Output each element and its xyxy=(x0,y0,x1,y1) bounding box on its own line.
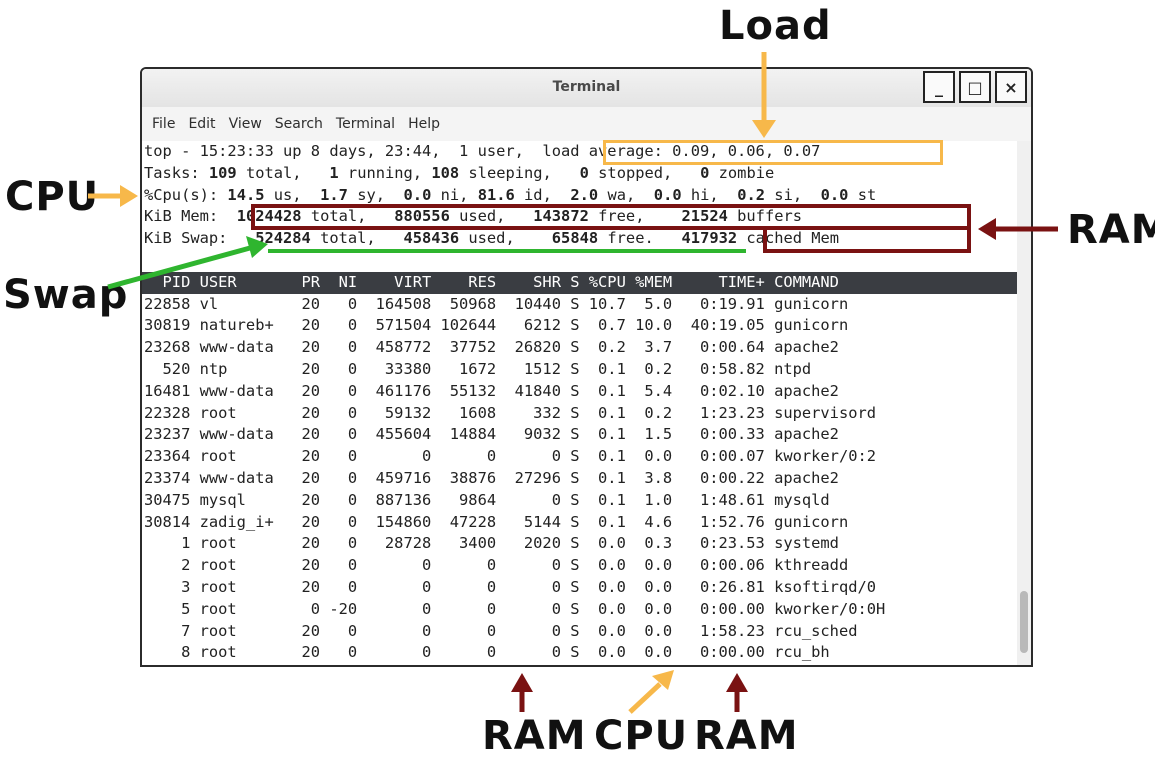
process-row: 22858 vl 20 0 164508 50968 10440 S 10.7 … xyxy=(144,294,886,313)
process-table-header: PID USER PR NI VIRT RES SHR S %CPU %MEM … xyxy=(142,271,1017,294)
process-row: 23374 www-data 20 0 459716 38876 27296 S… xyxy=(144,468,886,487)
mem-highlight xyxy=(251,204,971,230)
menu-bar: File Edit View Search Terminal Help xyxy=(142,107,1031,141)
process-row: 5 root 0 -20 0 0 0 S 0.0 0.0 0:00.00 kwo… xyxy=(144,599,886,618)
menu-help[interactable]: Help xyxy=(408,116,440,132)
window-title: Terminal xyxy=(552,79,621,95)
annotation-ram-bottom-2: RAM xyxy=(694,713,799,759)
annotation-ram-bottom-1: RAM xyxy=(482,713,587,759)
annotation-swap: Swap xyxy=(3,272,129,318)
menu-search[interactable]: Search xyxy=(274,116,323,132)
menu-edit[interactable]: Edit xyxy=(188,116,216,132)
tasks-line: Tasks: 109 total, 1 running, 108 sleepin… xyxy=(144,163,775,182)
process-row: 23364 root 20 0 0 0 0 S 0.1 0.0 0:00.07 … xyxy=(144,447,886,466)
annotation-cpu-bottom: CPU xyxy=(594,713,689,759)
maximize-button[interactable]: □ xyxy=(959,71,991,103)
top-uptime-line: top - 15:23:33 up 8 days, 23:44, 1 user,… xyxy=(144,142,821,160)
process-row: 30475 mysql 20 0 887136 9864 0 S 0.1 1.0… xyxy=(144,490,886,509)
process-row: 3 root 20 0 0 0 0 S 0.0 0.0 0:26.81 ksof… xyxy=(144,577,886,596)
annotation-load: Load xyxy=(719,3,832,49)
close-button[interactable]: × xyxy=(995,71,1027,103)
process-row: 23237 www-data 20 0 455604 14884 9032 S … xyxy=(144,425,886,444)
menu-file[interactable]: File xyxy=(152,116,176,132)
process-row: 7 root 20 0 0 0 0 S 0.0 0.0 1:58.23 rcu_… xyxy=(144,621,886,640)
annotation-ram-right: RAM xyxy=(1067,207,1155,253)
process-row: 30819 natureb+ 20 0 571504 102644 6212 S… xyxy=(144,316,886,335)
mem-cached-highlight xyxy=(763,226,971,253)
process-row: 8 root 20 0 0 0 0 S 0.0 0.0 0:00.00 rcu_… xyxy=(144,643,886,662)
swap-line: KiB Swap: 524284 total, 458436 used, 658… xyxy=(144,229,840,248)
process-row: 23268 www-data 20 0 458772 37752 26820 S… xyxy=(144,338,886,357)
process-row: 520 ntp 20 0 33380 1672 1512 S 0.1 0.2 0… xyxy=(144,359,886,378)
process-row: 16481 www-data 20 0 461176 55132 41840 S… xyxy=(144,381,886,400)
process-row: 30814 zadig_i+ 20 0 154860 47228 5144 S … xyxy=(144,512,886,531)
swap-underline xyxy=(268,249,746,253)
process-table-body: 22858 vl 20 0 164508 50968 10440 S 10.7 … xyxy=(142,294,1017,665)
process-row: 2 root 20 0 0 0 0 S 0.0 0.0 0:00.06 kthr… xyxy=(144,556,886,575)
process-row: 22328 root 20 0 59132 1608 332 S 0.1 0.2… xyxy=(144,403,886,422)
menu-terminal[interactable]: Terminal xyxy=(335,116,396,132)
scrollbar-thumb[interactable] xyxy=(1020,591,1028,653)
cpu-line: %Cpu(s): 14.5 us, 1.7 sy, 0.0 ni, 81.6 i… xyxy=(144,185,877,204)
title-bar[interactable]: Terminal _ □ × xyxy=(142,69,1031,108)
scrollbar[interactable] xyxy=(1017,141,1031,665)
menu-view[interactable]: View xyxy=(228,116,262,132)
process-row: 1 root 20 0 28728 3400 2020 S 0.0 0.3 0:… xyxy=(144,534,886,553)
minimize-button[interactable]: _ xyxy=(923,71,955,103)
annotation-cpu-left: CPU xyxy=(5,174,100,220)
load-average-highlight xyxy=(603,140,943,165)
